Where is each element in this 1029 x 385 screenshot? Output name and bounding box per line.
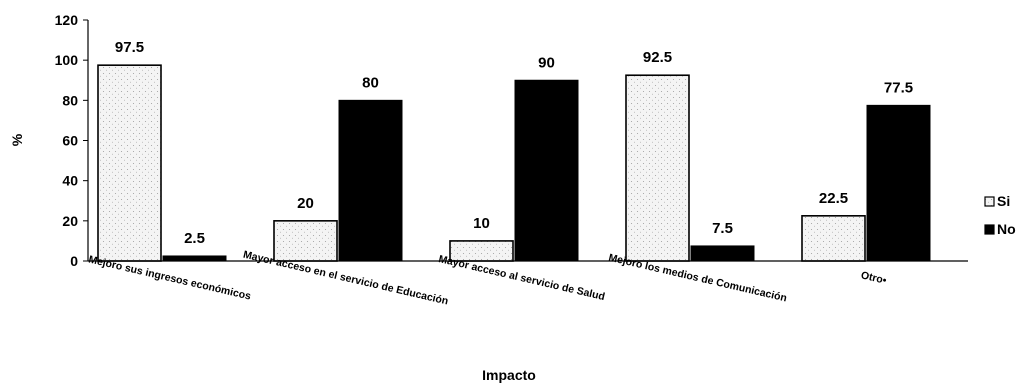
y-axis-title: % (9, 133, 25, 146)
legend: Si No (984, 193, 1016, 237)
y-tick-label: 60 (62, 133, 78, 149)
data-label-no-0: 2.5 (184, 230, 205, 247)
data-label-no-3: 7.5 (712, 220, 733, 237)
bar-no-0 (162, 255, 227, 262)
data-label-si-2: 10 (473, 215, 490, 232)
category-label-4: Otro• (860, 269, 888, 287)
bar-no-4 (866, 104, 931, 262)
y-tick-label: 40 (62, 173, 78, 189)
data-label-no-4: 77.5 (884, 79, 913, 96)
data-label-no-2: 90 (538, 54, 555, 71)
data-labels: 97.5 2.5 20 80 10 90 92.5 7.5 22.5 77.5 (115, 39, 913, 247)
y-tick-label: 120 (55, 12, 79, 28)
bar-no-3 (690, 245, 755, 262)
bar-si-4 (801, 215, 866, 262)
legend-swatch-si (984, 196, 995, 207)
bar-no-2 (514, 79, 579, 262)
legend-swatch-no (984, 224, 995, 235)
legend-label-si: Si (997, 193, 1010, 209)
data-label-si-3: 92.5 (643, 49, 672, 66)
y-tick-label: 20 (62, 213, 78, 229)
x-axis-title: Impacto (482, 367, 536, 383)
data-label-no-1: 80 (362, 74, 379, 91)
data-label-si-1: 20 (297, 195, 314, 212)
data-label-si-0: 97.5 (115, 39, 144, 56)
y-tick-label: 0 (70, 253, 78, 269)
y-tick-label: 80 (62, 92, 78, 108)
bar-no-1 (338, 99, 403, 262)
legend-label-no: No (997, 221, 1016, 237)
bar-si-0 (97, 64, 162, 262)
y-tick-label: 100 (55, 52, 79, 68)
bar-si-1 (273, 220, 338, 262)
y-axis-ticks: 0 20 40 60 80 100 120 (55, 12, 88, 269)
bar-si-3 (625, 74, 690, 262)
bars (97, 64, 931, 262)
data-label-si-4: 22.5 (819, 190, 848, 207)
